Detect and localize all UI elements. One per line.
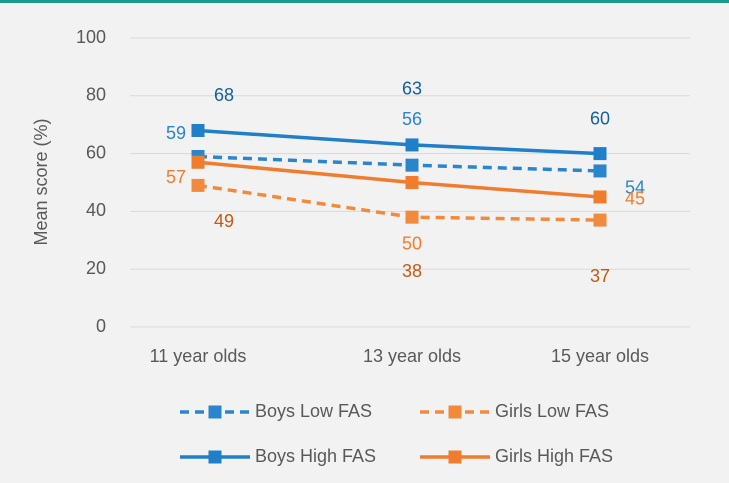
legend-marker [208,450,222,464]
data-label: 38 [402,261,422,281]
point-marker [405,138,419,152]
x-tick-label: 15 year olds [551,346,649,366]
data-label: 49 [214,211,234,231]
top-border [0,0,729,3]
y-tick-label: 60 [86,142,106,162]
legend-label: Boys Low FAS [255,401,372,421]
point-marker [191,155,205,169]
data-label: 56 [402,109,422,129]
point-marker [191,123,205,137]
point-marker [593,213,607,227]
data-label: 63 [402,79,422,99]
data-label: 45 [625,189,645,209]
x-tick-label: 13 year olds [363,346,461,366]
data-label: 60 [590,108,610,128]
y-tick-label: 20 [86,258,106,278]
legend-marker [208,405,222,419]
y-axis-title: Mean score (%) [31,118,51,245]
legend-label: Girls Low FAS [495,401,609,421]
point-marker [405,176,419,189]
data-label: 54 [625,178,645,198]
data-label: 50 [402,233,422,253]
point-marker [593,190,607,204]
legend-marker [448,405,462,419]
y-tick-label: 40 [86,200,106,220]
y-tick-label: 80 [86,85,106,105]
x-tick-label: 11 year olds [150,346,247,366]
legend-label: Boys High FAS [255,446,376,466]
point-marker [593,164,607,178]
y-tick-label: 100 [76,27,106,47]
legend-label: Girls High FAS [495,446,613,466]
point-marker [405,158,419,172]
point-marker [405,210,419,224]
y-tick-label: 0 [96,316,106,336]
data-label: 37 [590,266,610,286]
point-marker [191,178,205,192]
data-label: 68 [214,85,234,105]
data-label: 59 [166,123,186,143]
legend-marker [448,450,462,464]
point-marker [593,147,607,161]
data-label: 57 [166,167,186,187]
